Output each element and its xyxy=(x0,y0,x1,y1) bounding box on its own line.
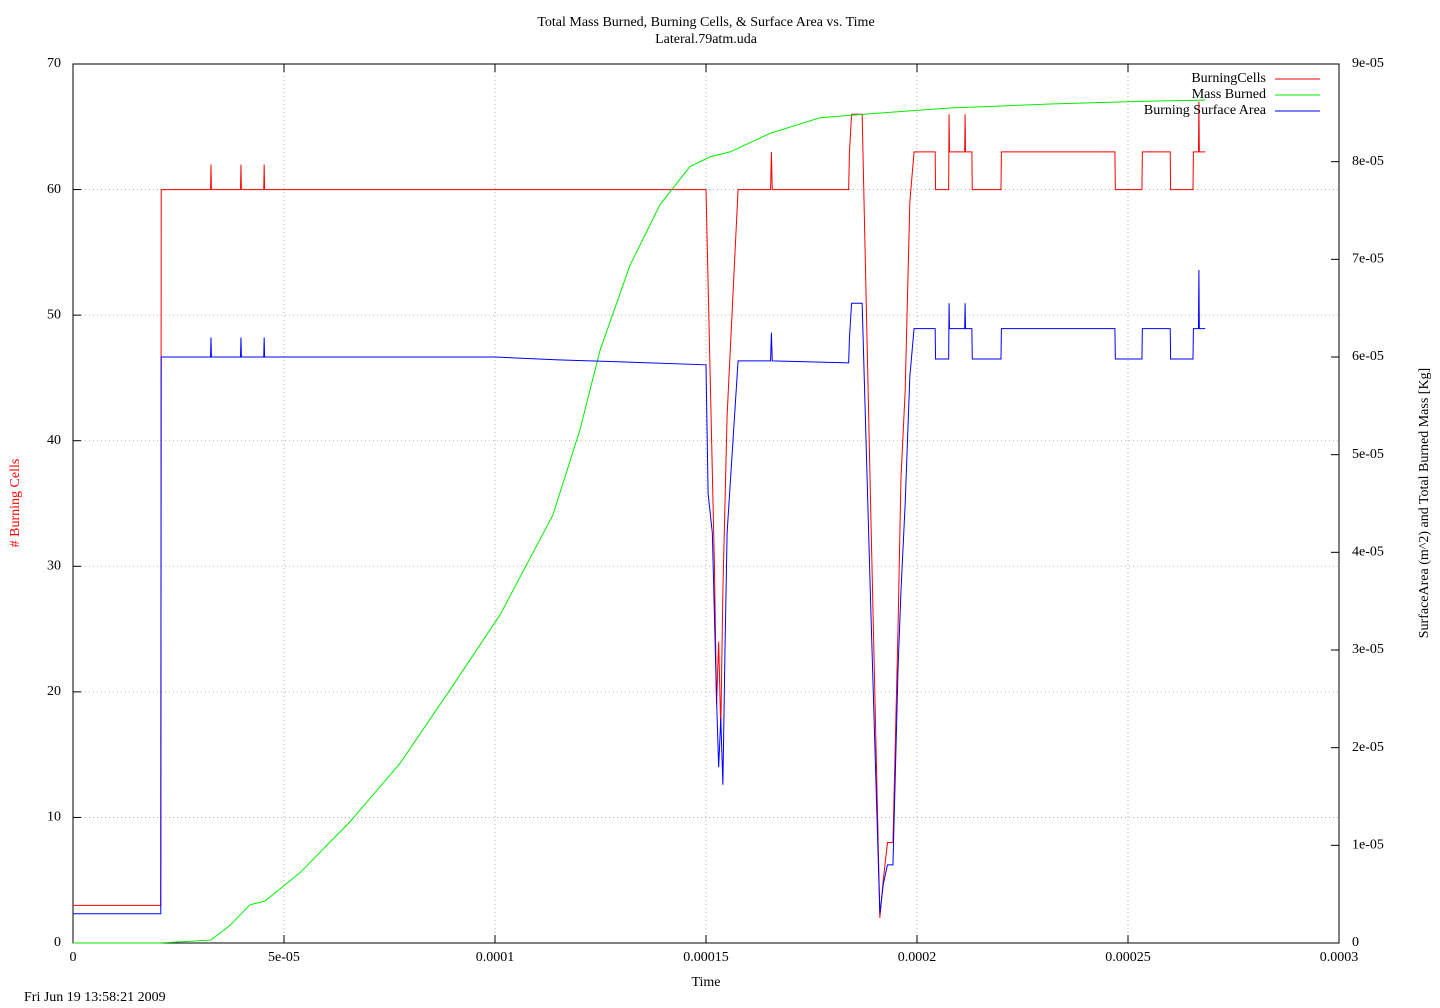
y2-tick-label: 4e-05 xyxy=(1352,545,1384,560)
y-tick-label: 30 xyxy=(47,559,61,574)
x-tick-label: 0.0003 xyxy=(1320,950,1359,965)
y-tick-label: 10 xyxy=(47,810,61,825)
x-tick-label: 5e-05 xyxy=(268,950,300,965)
series-line xyxy=(73,101,1206,918)
y2-tick-label: 2e-05 xyxy=(1352,740,1384,755)
y-tick-label: 70 xyxy=(47,56,61,71)
y-tick-label: 50 xyxy=(47,307,61,322)
x-tick-label: 0.0001 xyxy=(476,950,515,965)
y2-tick-label: 5e-05 xyxy=(1352,447,1384,462)
legend-label: Mass Burned xyxy=(1192,87,1266,102)
y-tick-label: 60 xyxy=(47,182,61,197)
y2-tick-label: 3e-05 xyxy=(1352,642,1384,657)
x-tick-label: 0.00015 xyxy=(683,950,729,965)
x-tick-label: 0.00025 xyxy=(1105,950,1151,965)
y2-tick-label: 8e-05 xyxy=(1352,154,1384,169)
y-tick-label: 0 xyxy=(54,935,61,950)
y2-axis-label: SurfaceArea (m^2) and Total Burned Mass … xyxy=(1417,368,1432,638)
y-tick-label: 40 xyxy=(47,433,61,448)
y2-tick-label: 1e-05 xyxy=(1352,838,1384,853)
series-line xyxy=(73,270,1206,915)
legend-label: Burning Surface Area xyxy=(1144,103,1267,118)
y2-tick-label: 6e-05 xyxy=(1352,349,1384,364)
chart-subtitle: Lateral.79atm.uda xyxy=(655,32,758,47)
plot-border xyxy=(72,63,1340,944)
y2-tick-label: 9e-05 xyxy=(1352,56,1384,71)
series-line xyxy=(73,99,1206,944)
y2-tick-label: 7e-05 xyxy=(1352,252,1384,267)
y2-tick-label: 0 xyxy=(1352,935,1359,950)
x-tick-label: 0 xyxy=(70,950,77,965)
legend-label: BurningCells xyxy=(1191,71,1266,86)
x-axis-label: Time xyxy=(691,975,720,990)
y-tick-label: 20 xyxy=(47,684,61,699)
timestamp: Fri Jun 19 13:58:21 2009 xyxy=(24,990,166,1005)
x-tick-label: 0.0002 xyxy=(898,950,937,965)
chart-title: Total Mass Burned, Burning Cells, & Surf… xyxy=(537,15,874,30)
y-axis-label: # Burning Cells xyxy=(8,459,23,548)
